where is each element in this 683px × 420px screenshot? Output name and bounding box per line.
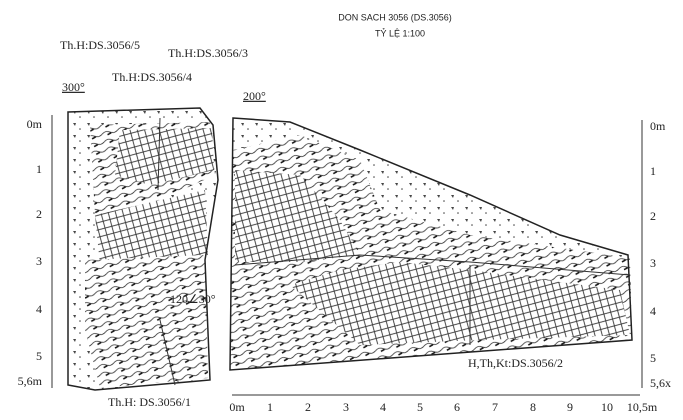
distance-label: 6	[454, 400, 460, 414]
depth-label: 5,6x	[650, 376, 671, 390]
distance-label: 8	[530, 400, 536, 414]
distance-label: 3	[343, 400, 349, 414]
sample-label: Th.H:DS.3056/5	[60, 38, 140, 52]
depth-label: 2	[36, 207, 42, 221]
dip-label: 120∠30°	[170, 292, 216, 306]
distance-label: 7	[492, 400, 498, 414]
sample-label: H,Th,Kt:DS.3056/2	[468, 356, 563, 370]
depth-label: 1	[36, 162, 42, 176]
left-scale: 0m 1 2 3 4 5 5,6m	[18, 117, 43, 388]
orientation: 200°	[243, 89, 266, 103]
orientation: 300°	[62, 80, 85, 94]
distance-label: 2	[305, 400, 311, 414]
depth-label: 2	[650, 209, 656, 223]
depth-label: 5	[650, 351, 656, 365]
left-wall	[68, 108, 218, 390]
right-scale: 0m 1 2 3 4 5 5,6x	[650, 119, 671, 390]
depth-label: 1	[650, 164, 656, 178]
sample-label: Th.H: DS.3056/1	[108, 395, 191, 409]
depth-label: 4	[650, 304, 656, 318]
distance-label: 1	[267, 400, 273, 414]
depth-label: 5,6m	[18, 374, 43, 388]
depth-label: 5	[36, 349, 42, 363]
distance-label: 0m	[229, 400, 245, 414]
distance-label: 4	[380, 400, 386, 414]
right-wall	[230, 118, 632, 370]
scale: TỶ LỆ 1:100	[375, 27, 425, 38]
section-drawing: DON SACH 3056 (DS.3056) TỶ LỆ 1:100 Th.H…	[0, 0, 683, 420]
sample-label: Th.H:DS.3056/4	[112, 70, 192, 84]
distance-label: 9	[567, 400, 573, 414]
depth-label: 0m	[27, 117, 43, 131]
distance-label: 5	[417, 400, 423, 414]
depth-label: 3	[36, 254, 42, 268]
sample-label: Th.H:DS.3056/3	[168, 46, 248, 60]
distance-label: 10,5m	[627, 400, 658, 414]
depth-label: 4	[36, 302, 42, 316]
title: DON SACH 3056 (DS.3056)	[338, 12, 452, 22]
bottom-scale: 0m 1 2 3 4 5 6 7 8 9 10 10,5m	[229, 400, 658, 414]
depth-label: 0m	[650, 119, 666, 133]
distance-label: 10	[601, 400, 613, 414]
depth-label: 3	[650, 256, 656, 270]
